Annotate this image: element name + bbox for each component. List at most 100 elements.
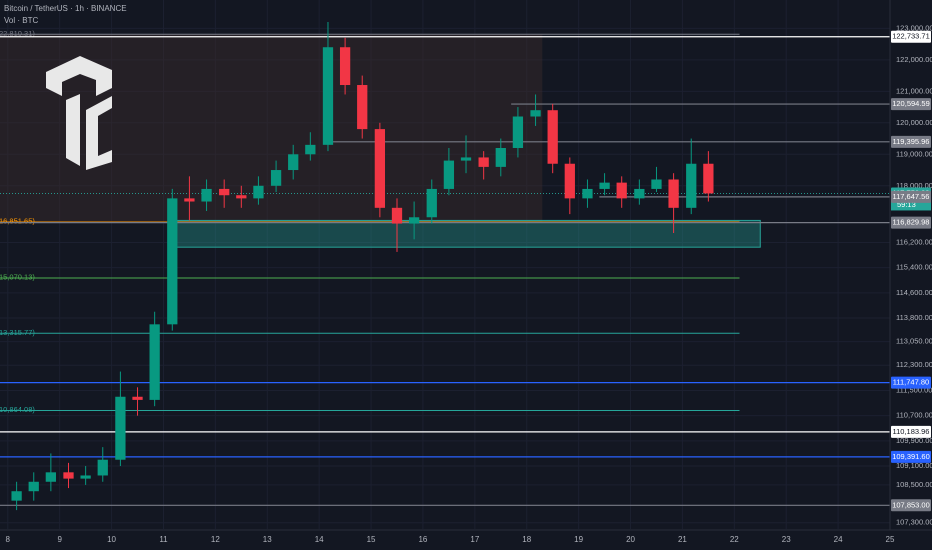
candle-body xyxy=(270,170,282,186)
x-tick-label: 21 xyxy=(678,535,687,544)
line-layer: 22,810.31) 16,851.65) 15,070.13) 13,315.77)… xyxy=(0,29,890,506)
candle-body xyxy=(616,182,627,199)
y-tick-label: 116,200.00 xyxy=(896,237,932,246)
price-label: 119,395.96 xyxy=(893,137,930,146)
y-tick-label: 120,000.00 xyxy=(896,118,932,127)
y-tick-label: 110,700.00 xyxy=(896,411,932,420)
x-tick-label: 16 xyxy=(418,535,427,544)
candle-body xyxy=(322,47,334,145)
candle-body xyxy=(184,198,195,202)
price-label: 109,391.60 xyxy=(892,452,930,461)
candle-body xyxy=(80,475,91,479)
candle-body xyxy=(45,472,56,482)
price-label: 120,594.59 xyxy=(892,99,930,108)
y-tick-label: 108,500.00 xyxy=(896,480,932,489)
candle-body xyxy=(703,163,714,194)
candle-body xyxy=(219,188,230,196)
candle-body xyxy=(443,160,455,189)
candle-body xyxy=(599,182,610,189)
price-label-box xyxy=(891,98,931,111)
price-label: 111,747.80 xyxy=(893,378,929,387)
x-tick-label: 19 xyxy=(574,535,583,544)
y-tick-label: 114,600.00 xyxy=(896,288,932,297)
candle-body xyxy=(478,157,489,167)
x-tick-label: 10 xyxy=(107,535,116,544)
price-label-box xyxy=(891,190,931,203)
candle-body xyxy=(149,324,160,400)
candle-body xyxy=(495,147,506,167)
candle-body xyxy=(167,198,178,325)
price-label: 116,829.98 xyxy=(893,218,930,227)
y-tick-label: 123,000.00 xyxy=(896,23,932,32)
symbol-title: Bitcoin / TetherUS · 1h · BINANCE xyxy=(4,4,127,13)
price-label-box xyxy=(891,499,931,512)
candle-body xyxy=(547,110,558,164)
fib-label: 16,851.65) xyxy=(0,216,35,225)
x-tick-label: 22 xyxy=(730,535,739,544)
y-tick-label: 109,900.00 xyxy=(896,436,932,445)
x-tick-label: 11 xyxy=(159,535,168,544)
volume-label: Vol · BTC xyxy=(4,16,38,25)
fib-label: 15,070.13) xyxy=(0,273,35,282)
candle-body xyxy=(339,47,351,86)
price-label-box xyxy=(891,376,931,389)
countdown: 59:13 xyxy=(897,200,916,209)
x-tick-label: 13 xyxy=(263,535,272,544)
countdown-box xyxy=(891,199,931,211)
candle-body xyxy=(374,129,386,208)
x-tick-label: 12 xyxy=(211,535,220,544)
y-tick-label: 107,300.00 xyxy=(896,518,932,527)
candle-body xyxy=(668,179,679,208)
candle-body xyxy=(357,85,368,130)
candle-body xyxy=(564,163,575,199)
x-tick-label: 15 xyxy=(367,535,376,544)
candle-body xyxy=(288,154,299,171)
candle-body xyxy=(201,188,212,202)
price-label: 107,853.00 xyxy=(892,500,930,509)
candle-body xyxy=(512,116,524,148)
y-tick-label: 122,000.00 xyxy=(896,55,932,64)
logo xyxy=(46,56,112,170)
fib-label: 22,810.31) xyxy=(0,29,35,38)
candle-body xyxy=(651,179,662,189)
candle-body xyxy=(634,188,645,199)
price-label: 117,647.56 xyxy=(893,192,930,201)
support-zone xyxy=(171,219,761,248)
y-tick-label: 111,500.00 xyxy=(896,385,932,394)
axis-layer: 123,000.00 122,000.00 121,000.00 120,000.00… xyxy=(6,23,932,544)
candle-body xyxy=(115,396,126,460)
candle-body xyxy=(686,163,697,208)
candle-body xyxy=(530,110,541,117)
candle-body xyxy=(63,472,74,479)
candle-body xyxy=(391,207,403,224)
x-tick-label: 8 xyxy=(6,535,11,544)
y-tick-label: 113,800.00 xyxy=(896,313,932,322)
x-tick-label: 18 xyxy=(522,535,531,544)
candle-body xyxy=(132,396,143,400)
y-tick-label: 112,300.00 xyxy=(896,360,932,369)
candle-body xyxy=(253,185,264,199)
y-tick-label: 113,050.00 xyxy=(896,337,932,346)
y-tick-label: 121,000.00 xyxy=(896,86,932,95)
y-tick-label: 109,100.00 xyxy=(896,461,932,470)
x-tick-label: 14 xyxy=(315,535,324,544)
candle-body xyxy=(236,195,247,199)
y-tick-label: 119,000.00 xyxy=(896,149,932,158)
fib-label: 10,864.08) xyxy=(0,405,35,414)
candle-body xyxy=(97,459,108,476)
price-label-box xyxy=(891,30,931,43)
y-tick-label: 118,000.00 xyxy=(896,181,932,190)
candle-body xyxy=(426,188,437,218)
price-label: 110,183.96 xyxy=(893,427,930,436)
x-tick-label: 20 xyxy=(626,535,635,544)
price-label-box xyxy=(891,450,931,463)
candle-body xyxy=(11,491,22,501)
x-tick-label: 17 xyxy=(470,535,479,544)
x-tick-label: 23 xyxy=(782,535,791,544)
price-label: 122,733.71 xyxy=(892,32,930,41)
x-tick-label: 25 xyxy=(886,535,895,544)
candle-body xyxy=(460,157,472,161)
candle-body xyxy=(28,481,39,492)
y-tick-label: 115,400.00 xyxy=(896,263,932,272)
